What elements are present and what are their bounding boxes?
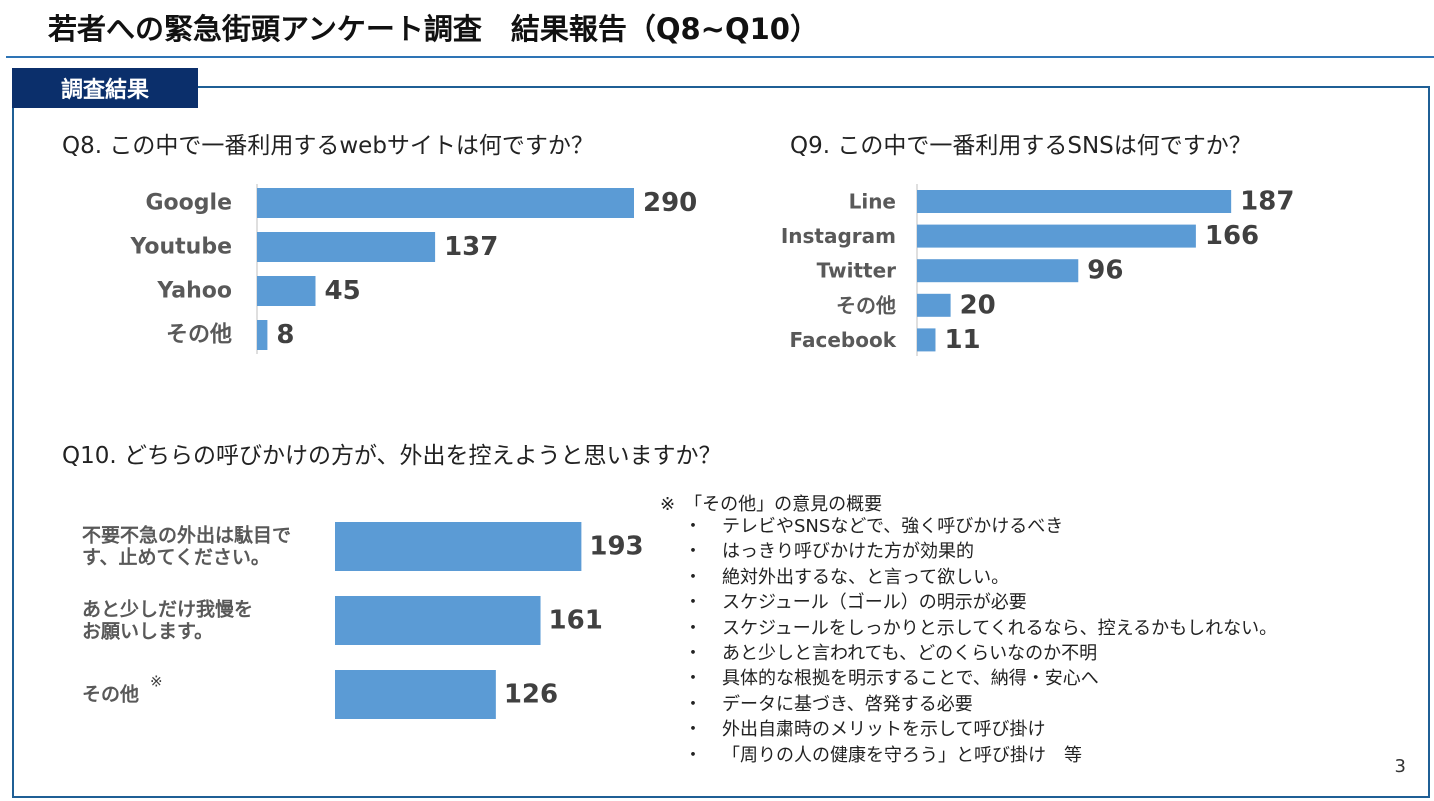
q9-value-label: 166 — [1205, 221, 1259, 251]
note-item: ・データに基づき、啓発する必要 — [684, 692, 1277, 717]
q10-value-label: 126 — [504, 680, 558, 710]
note-text: はっきり呼びかけた方が効果的 — [722, 541, 974, 563]
bullet-icon: ・ — [684, 668, 702, 690]
q9-category-label: Line — [849, 190, 896, 214]
q10-bar-chart: 193 不要不急の外出は駄目です、止めてください。 161 あと少しだけ我慢をお願いし… — [82, 522, 644, 719]
q9-value-label: 11 — [944, 325, 980, 355]
q8-bar — [257, 276, 316, 306]
title-divider — [6, 56, 1434, 58]
note-text: 外出自粛時のメリットを示して呼び掛け — [722, 719, 1046, 741]
note-item: ・絶対外出するな、と言って欲しい。 — [684, 565, 1277, 590]
note-text: 「周りの人の健康を守ろう」と呼び掛け 等 — [722, 744, 1082, 766]
q9-bar — [917, 224, 1196, 248]
q8-value-label: 137 — [444, 232, 498, 262]
q10-title: Q10. どちらの呼びかけの方が、外出を控えようと思いますか？ — [62, 443, 722, 469]
note-item: ・はっきり呼びかけた方が効果的 — [684, 539, 1277, 564]
bullet-icon: ・ — [684, 541, 702, 563]
q8-category-label: その他 — [166, 323, 232, 348]
bullet-icon: ・ — [684, 744, 702, 766]
section-tab: 調査結果 — [12, 68, 198, 108]
note-item: ・具体的な根拠を明示することで、納得・安心へ — [684, 666, 1277, 691]
note-text: データに基づき、啓発する必要 — [722, 693, 973, 715]
q8-bar — [257, 188, 634, 218]
q8-bar-chart: 290 Google 137 Youtube 45 Yahoo 8 その他 — [129, 184, 697, 354]
q10-category-label: あと少しだけ我慢をお願いします。 — [82, 598, 253, 643]
q9-value-label: 20 — [960, 290, 996, 320]
note-text: 具体的な根拠を明示することで、納得・安心へ — [722, 668, 1099, 690]
page-title: 若者への緊急街頭アンケート調査 結果報告（Q8~Q10） — [48, 12, 819, 46]
q8-bar — [257, 232, 436, 262]
q8-title: Q8. この中で一番利用するwebサイトは何ですか？ — [62, 133, 594, 159]
bullet-icon: ・ — [684, 693, 702, 715]
q8-value-label: 8 — [276, 320, 294, 350]
note-text: 絶対外出するな、と言って欲しい。 — [722, 566, 1010, 588]
q10-category-label: 不要不急の外出は駄目です、止めてください。 — [82, 524, 291, 569]
bullet-icon: ・ — [684, 617, 702, 639]
q9-category-label: その他 — [836, 293, 896, 317]
q9-category-label: Facebook — [789, 328, 896, 352]
q9-bar — [917, 259, 1079, 283]
q9-bar — [917, 328, 936, 352]
q9-category-label: Twitter — [817, 259, 896, 283]
note-text: スケジュールをしっかりと示してくれるなら、控えるかもしれない。 — [722, 617, 1278, 639]
bullet-icon: ・ — [684, 719, 702, 741]
q8-bar — [257, 320, 268, 350]
q8-category-label: Youtube — [129, 235, 232, 260]
bullet-icon: ・ — [684, 642, 702, 664]
note-item: ・テレビやSNSなどで、強く呼びかけるべき — [684, 514, 1277, 539]
bullet-icon: ・ — [684, 516, 702, 537]
q10-category-mark: ※ — [150, 673, 163, 691]
page-number: 3 — [1394, 756, 1406, 777]
notes-heading: ※ 「その他」の意見の概要 — [660, 494, 883, 515]
bullet-icon: ・ — [684, 592, 702, 614]
q10-value-label: 193 — [589, 532, 643, 562]
note-item: ・スケジュール（ゴール）の明示が必要 — [684, 590, 1277, 615]
q9-value-label: 187 — [1240, 187, 1294, 217]
note-item: ・「周りの人の健康を守ろう」と呼び掛け 等 — [684, 743, 1277, 768]
q10-bar — [335, 670, 496, 719]
q8-category-label: Yahoo — [156, 279, 232, 304]
bullet-icon: ・ — [684, 566, 702, 588]
q9-bar-chart: 187 Line 166 Instagram 96 Twitter 20 その他 11 Faceb… — [781, 184, 1294, 356]
q8-category-label: Google — [146, 191, 233, 216]
notes-list: ・テレビやSNSなどで、強く呼びかけるべき・はっきり呼びかけた方が効果的・絶対外… — [684, 514, 1277, 768]
q10-value-label: 161 — [549, 606, 603, 636]
note-text: スケジュール（ゴール）の明示が必要 — [722, 592, 1027, 614]
note-item: ・スケジュールをしっかりと示してくれるなら、控えるかもしれない。 — [684, 616, 1277, 641]
note-text: あと少しと言われても、どのくらいなのか不明 — [722, 642, 1098, 664]
q9-bar — [917, 293, 951, 317]
note-text: テレビやSNSなどで、強く呼びかけるべき — [722, 516, 1064, 537]
q9-bar — [917, 190, 1232, 213]
q9-title: Q9. この中で一番利用するSNSは何ですか？ — [790, 133, 1252, 159]
q8-value-label: 290 — [643, 188, 697, 218]
q10-bar — [335, 596, 541, 645]
q8-value-label: 45 — [325, 276, 361, 306]
note-item: ・あと少しと言われても、どのくらいなのか不明 — [684, 641, 1277, 666]
q9-category-label: Instagram — [781, 224, 896, 248]
q10-category-label: その他 — [82, 683, 139, 706]
q10-bar — [335, 522, 582, 571]
q9-value-label: 96 — [1087, 256, 1123, 286]
results-frame — [12, 86, 1430, 798]
note-item: ・外出自粛時のメリットを示して呼び掛け — [684, 717, 1277, 742]
